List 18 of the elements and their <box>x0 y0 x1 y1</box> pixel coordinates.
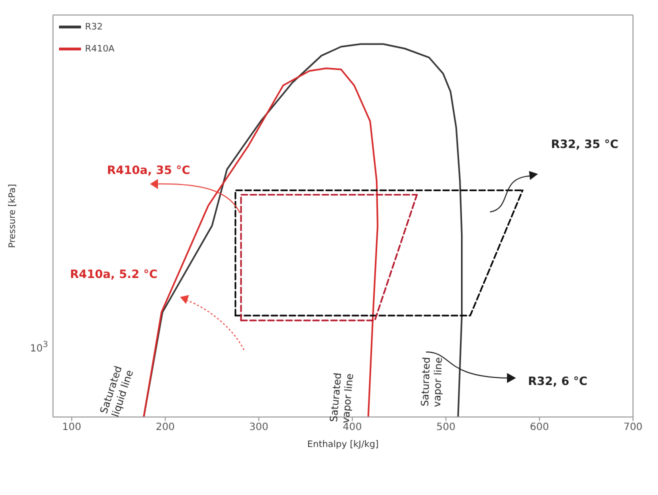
text: 10$^{3}$ <box>30 338 48 356</box>
x-tick-label: 200 <box>156 422 175 434</box>
annotation: Saturated vapor line <box>420 356 446 408</box>
x-tick-label: 700 <box>623 422 643 434</box>
legend-label: R32 <box>85 22 103 32</box>
annotation: R32, 35 °C <box>551 137 618 151</box>
annotation: Saturated vapor line <box>328 371 356 424</box>
legend-label: R410A <box>85 44 115 54</box>
x-axis-title: Enthalpy [kJ/kg] <box>307 440 379 450</box>
annotation: R32, 6 °C <box>528 374 588 388</box>
x-tick-label: 600 <box>530 422 549 434</box>
x-tick-label: 400 <box>342 422 362 434</box>
annotation: R410a, 35 °C <box>107 163 190 177</box>
x-tick-label: 300 <box>249 422 268 434</box>
y-axis-title: Pressure [kPa] <box>8 184 18 248</box>
annotation: R410a, 5.2 °C <box>70 267 158 281</box>
x-tick-label: 100 <box>62 422 82 434</box>
x-tick-label: 500 <box>436 422 456 434</box>
